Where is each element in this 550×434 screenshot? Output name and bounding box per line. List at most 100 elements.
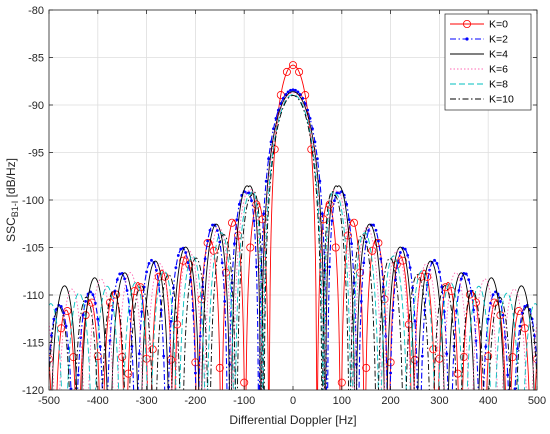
marker-k-2 — [518, 324, 522, 328]
series-line-k-0 — [49, 64, 537, 390]
marker-k-2 — [237, 202, 241, 206]
marker-k-2 — [389, 371, 392, 375]
marker-k-0 — [154, 272, 163, 281]
series-line-k-10 — [49, 95, 537, 390]
marker-k-2 — [274, 117, 278, 120]
ticks — [48, 9, 538, 391]
legend-label: K=10 — [489, 94, 514, 106]
marker-k-2 — [403, 247, 407, 251]
marker-k-2 — [269, 140, 273, 144]
marker-k-2 — [357, 399, 360, 402]
marker-k-2 — [81, 313, 85, 317]
marker-k-2 — [316, 157, 319, 161]
marker-k-2 — [191, 308, 195, 312]
marker-k-0 — [514, 307, 523, 316]
marker-k-2 — [226, 399, 229, 402]
marker-k-2 — [145, 270, 149, 274]
marker-k-2 — [372, 223, 375, 227]
marker-k-2 — [184, 251, 188, 254]
x-tick-label: -200 — [184, 395, 206, 407]
legend-label: K=6 — [489, 64, 508, 76]
x-tick-labels: -500 -400 -300 -200 -100 0 100 200 300 400 500 — [38, 395, 546, 407]
marker-k-2 — [337, 191, 341, 195]
marker-k-2 — [347, 218, 351, 222]
marker-k-2 — [91, 293, 95, 297]
legend-marker — [462, 19, 471, 28]
marker-k-0 — [429, 345, 438, 354]
marker-k-2 — [211, 223, 214, 227]
x-tick-label: -300 — [136, 395, 158, 407]
marker-k-2 — [267, 157, 270, 161]
legend-label: K=8 — [489, 79, 508, 91]
marker-k-0 — [423, 272, 432, 281]
marker-k-2 — [494, 290, 497, 294]
marker-k-2 — [350, 242, 353, 246]
marker-k-2 — [306, 108, 310, 112]
legend-entry-k-4: K=4 — [450, 49, 508, 61]
marker-k-2 — [84, 300, 87, 303]
marker-k-2 — [523, 305, 527, 308]
marker-k-0 — [227, 218, 236, 227]
series-line-k-6 — [49, 92, 537, 390]
marker-k-2 — [96, 317, 100, 321]
marker-k-2 — [276, 108, 280, 112]
marker-k-2 — [59, 305, 63, 308]
marker-k-0 — [503, 415, 510, 422]
marker-k-2 — [272, 127, 275, 131]
marker-k-2 — [377, 239, 380, 243]
marker-k-2 — [215, 229, 219, 232]
marker-k-2 — [445, 352, 449, 356]
marker-k-2 — [352, 281, 356, 285]
legend: K=0 K=2 K=4 K=6 K=8 K=10 — [444, 13, 532, 111]
legend-label: K=0 — [489, 19, 508, 31]
marker-k-0 — [288, 61, 297, 70]
legend-box — [444, 13, 532, 111]
marker-k-0 — [295, 67, 304, 76]
x-tick-label: 500 — [528, 395, 546, 407]
marker-k-2 — [379, 257, 383, 261]
legend-entry-k-8: K=8 — [450, 79, 508, 91]
marker-k-2 — [165, 417, 168, 420]
y-axis-label-main: SSC — [4, 217, 18, 242]
x-tick-label: -100 — [233, 395, 255, 407]
marker-k-2 — [162, 354, 166, 358]
marker-k-2 — [484, 345, 488, 349]
marker-k-2 — [220, 261, 224, 265]
marker-k-2 — [194, 371, 197, 375]
marker-k-2 — [233, 242, 236, 246]
marker-k-0 — [246, 243, 255, 252]
marker-k-2 — [408, 266, 412, 270]
marker-k-2 — [79, 336, 83, 339]
marker-k-2 — [76, 373, 80, 377]
marker-k-2 — [513, 387, 517, 390]
series-group — [49, 61, 537, 422]
marker-k-2 — [330, 219, 334, 223]
marker-k-0 — [179, 256, 188, 265]
marker-k-2 — [154, 268, 158, 272]
marker-k-2 — [367, 229, 371, 232]
marker-k-2 — [264, 179, 268, 183]
marker-k-2 — [362, 261, 366, 265]
marker-k-2 — [286, 90, 290, 94]
marker-k-2 — [289, 88, 292, 92]
marker-k-0 — [209, 246, 218, 255]
marker-k-2 — [511, 417, 514, 420]
legend-entry-k-10: K=10 — [450, 94, 514, 106]
marker-k-2 — [208, 228, 212, 232]
marker-k-2 — [320, 212, 324, 216]
marker-k-0 — [331, 243, 340, 252]
marker-k-2 — [313, 140, 317, 144]
marker-k-2 — [438, 270, 441, 274]
x-tick-label: 0 — [290, 395, 296, 407]
marker-k-2 — [62, 311, 66, 315]
marker-k-0 — [374, 238, 383, 247]
y-tick-label: -80 — [28, 5, 44, 17]
marker-k-2 — [174, 266, 178, 270]
marker-k-2 — [479, 417, 482, 420]
marker-k-2 — [69, 387, 73, 390]
marker-k-2 — [196, 417, 199, 420]
marker-k-2 — [52, 317, 56, 321]
x-axis-label: Differential Doppler [Hz] — [229, 413, 356, 427]
marker-k-2 — [262, 212, 266, 216]
